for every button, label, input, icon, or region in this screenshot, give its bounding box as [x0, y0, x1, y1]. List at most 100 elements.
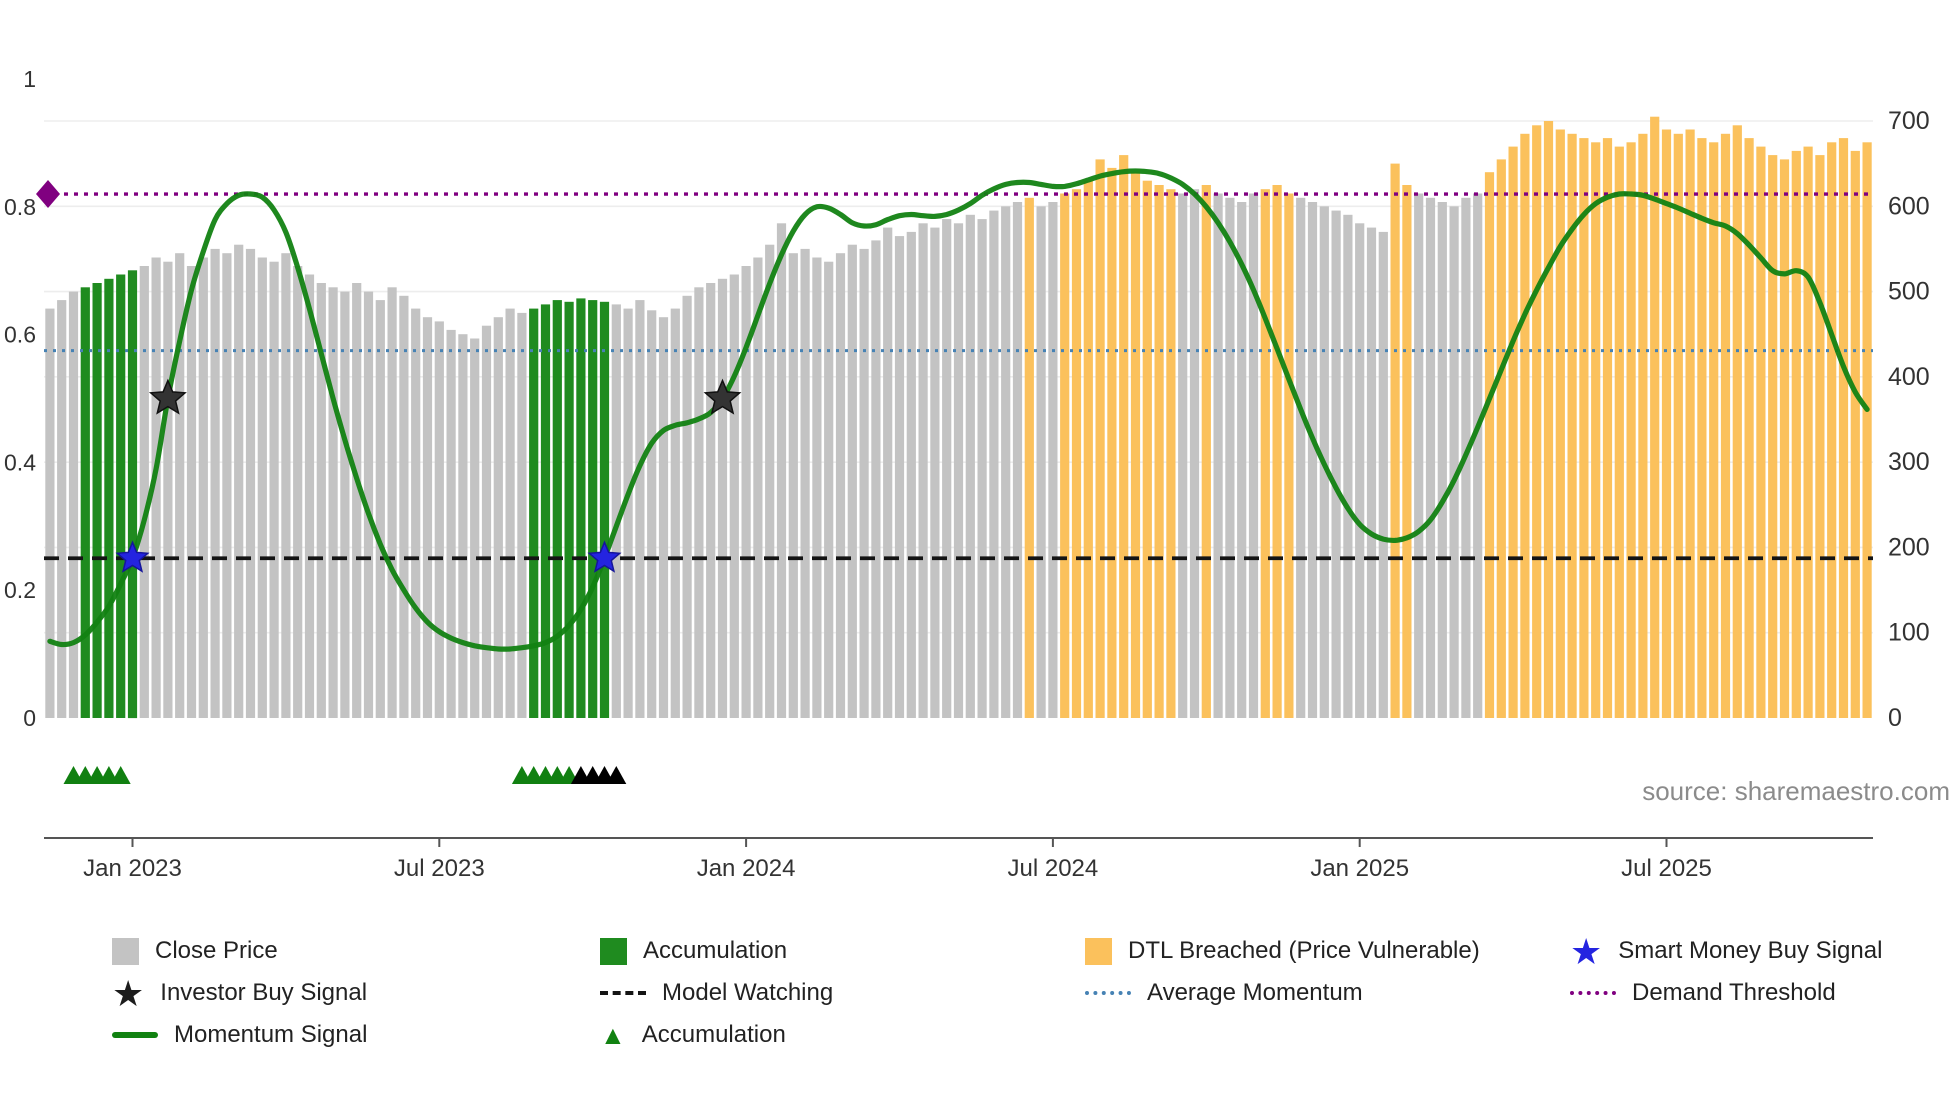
right-tick-label: 300 — [1888, 448, 1930, 476]
price-bar-accumulation — [540, 304, 551, 718]
x-tick-label: Jan 2023 — [83, 855, 182, 882]
momentum-signal-line — [47, 168, 1870, 652]
price-bar-close — [151, 257, 161, 718]
price-bar-close — [269, 261, 279, 718]
price-bar-close — [859, 248, 869, 718]
price-bar-close — [942, 219, 952, 718]
price-bar-close — [434, 321, 444, 718]
price-bar-dtl — [1591, 142, 1601, 719]
price-bar-close — [517, 312, 527, 718]
chart-canvas[interactable]: Jan 2023 Jul 2023 Jan 2024 Jul 2024 Jan 2025… — [0, 0, 1960, 910]
accumulation-triangle-green-icon — [110, 766, 131, 784]
price-bar-close — [1237, 202, 1247, 718]
price-bar-close — [930, 227, 940, 718]
price-bar-dtl — [1402, 185, 1412, 718]
x-tick-label: Jul 2024 — [1008, 855, 1099, 882]
legend-label-accumulation-bar: Accumulation — [643, 937, 788, 964]
smart-money-buy-star-icon — [115, 540, 150, 573]
price-bar-close — [1378, 231, 1388, 718]
price-bar-dtl — [1779, 159, 1790, 718]
price-bar-dtl — [1791, 150, 1801, 718]
price-bar-dtl — [1119, 155, 1129, 719]
legend-item-smart-money-buy-signal[interactable]: ★ Smart Money Buy Signal — [1570, 932, 1882, 970]
price-bar-dtl — [1768, 155, 1778, 719]
legend-item-accumulation-bar[interactable]: Accumulation — [600, 932, 833, 970]
price-bar-close — [611, 304, 621, 718]
price-bar-dtl — [1555, 129, 1565, 718]
legend-column-4: ★ Smart Money Buy Signal Demand Threshol… — [1570, 932, 1882, 1012]
demand-threshold-diamond-icon — [36, 180, 60, 209]
legend-item-investor-buy-signal[interactable]: ★ Investor Buy Signal — [112, 974, 367, 1012]
price-bar-close — [717, 278, 728, 718]
price-bar-dtl — [1060, 193, 1070, 718]
price-bar-close — [1048, 202, 1058, 718]
price-bar-dtl — [1661, 129, 1672, 718]
legend-item-dtl-breached[interactable]: DTL Breached (Price Vulnerable) — [1085, 932, 1480, 970]
x-tick-label: Jul 2023 — [394, 855, 485, 882]
right-tick-label: 0 — [1888, 704, 1902, 732]
accumulation-triangle-icon: ▲ — [600, 1019, 626, 1050]
legend-item-demand-threshold[interactable]: Demand Threshold — [1570, 974, 1882, 1012]
price-bar-dtl — [1626, 142, 1636, 719]
price-bar-close — [340, 291, 350, 718]
legend-label-demand-threshold: Demand Threshold — [1632, 979, 1836, 1006]
price-bar-close — [1331, 210, 1341, 718]
price-bar-close — [234, 244, 244, 718]
price-bar-close — [1225, 197, 1235, 719]
price-bar-dtl — [1390, 163, 1400, 719]
price-bar-close — [1213, 193, 1223, 718]
price-bar-close — [1012, 202, 1023, 718]
price-bar-close — [812, 257, 822, 718]
price-bar-close — [647, 310, 657, 718]
smart-money-buy-star-icon — [587, 540, 622, 573]
price-bar-dtl — [1685, 129, 1695, 718]
price-bar-close — [918, 223, 928, 719]
x-tick-label: Jan 2025 — [1310, 855, 1409, 882]
dtl-breached-swatch-icon — [1085, 937, 1112, 965]
model-watching-dash-icon — [600, 991, 646, 995]
legend-item-accumulation-triangle[interactable]: ▲ Accumulation — [600, 1016, 833, 1054]
legend-column-2: Accumulation Model Watching ▲ Accumulati… — [600, 932, 833, 1054]
price-bar-dtl — [1732, 125, 1742, 719]
price-bar-close — [363, 291, 374, 718]
price-bar-accumulation — [599, 301, 610, 718]
legend-item-model-watching[interactable]: Model Watching — [600, 974, 833, 1012]
price-bar-close — [1178, 193, 1188, 718]
price-bar-close — [788, 253, 798, 718]
price-bar-close — [623, 308, 633, 718]
price-bar-close — [316, 283, 326, 718]
price-bar-dtl — [1614, 146, 1624, 719]
right-tick-label: 500 — [1888, 278, 1930, 306]
price-bar-close — [1366, 227, 1377, 718]
accumulation-swatch-icon — [600, 937, 627, 965]
legend-label-momentum-signal: Momentum Signal — [174, 1021, 368, 1048]
price-bar-close — [458, 334, 468, 718]
price-bar-close — [399, 295, 409, 718]
price-bar-close — [175, 253, 185, 718]
right-tick-label: 400 — [1888, 363, 1930, 391]
legend-item-average-momentum[interactable]: Average Momentum — [1085, 974, 1480, 1012]
price-bar-close — [835, 253, 846, 718]
legend-label-smart-money-buy-signal: Smart Money Buy Signal — [1618, 937, 1883, 964]
price-bar-close — [871, 240, 881, 718]
price-bar-close — [1437, 202, 1447, 718]
price-bar-close — [222, 253, 232, 718]
price-bar-dtl — [1862, 142, 1872, 719]
x-tick-label: Jul 2025 — [1621, 855, 1712, 882]
price-bar-close — [293, 266, 303, 718]
price-bar-dtl — [1520, 133, 1530, 719]
price-bar-dtl — [1803, 146, 1813, 719]
price-momentum-chart[interactable]: Jan 2023 Jul 2023 Jan 2024 Jul 2024 Jan 2025… — [0, 0, 1960, 910]
legend-item-close-price[interactable]: Close Price — [112, 932, 367, 970]
left-tick-label: 0.2 — [4, 577, 36, 603]
price-bar-close — [965, 214, 975, 719]
left-tick-label: 0.6 — [4, 322, 36, 348]
price-bar-dtl — [1673, 133, 1683, 719]
price-bar-dtl — [1166, 189, 1176, 718]
price-bar-close — [470, 338, 480, 718]
legend-label-investor-buy-signal: Investor Buy Signal — [160, 979, 368, 1006]
price-bar-close — [694, 287, 704, 718]
legend-item-momentum-signal[interactable]: Momentum Signal — [112, 1016, 367, 1054]
price-bar-accumulation — [127, 270, 138, 719]
price-bar-dtl — [1024, 197, 1034, 719]
